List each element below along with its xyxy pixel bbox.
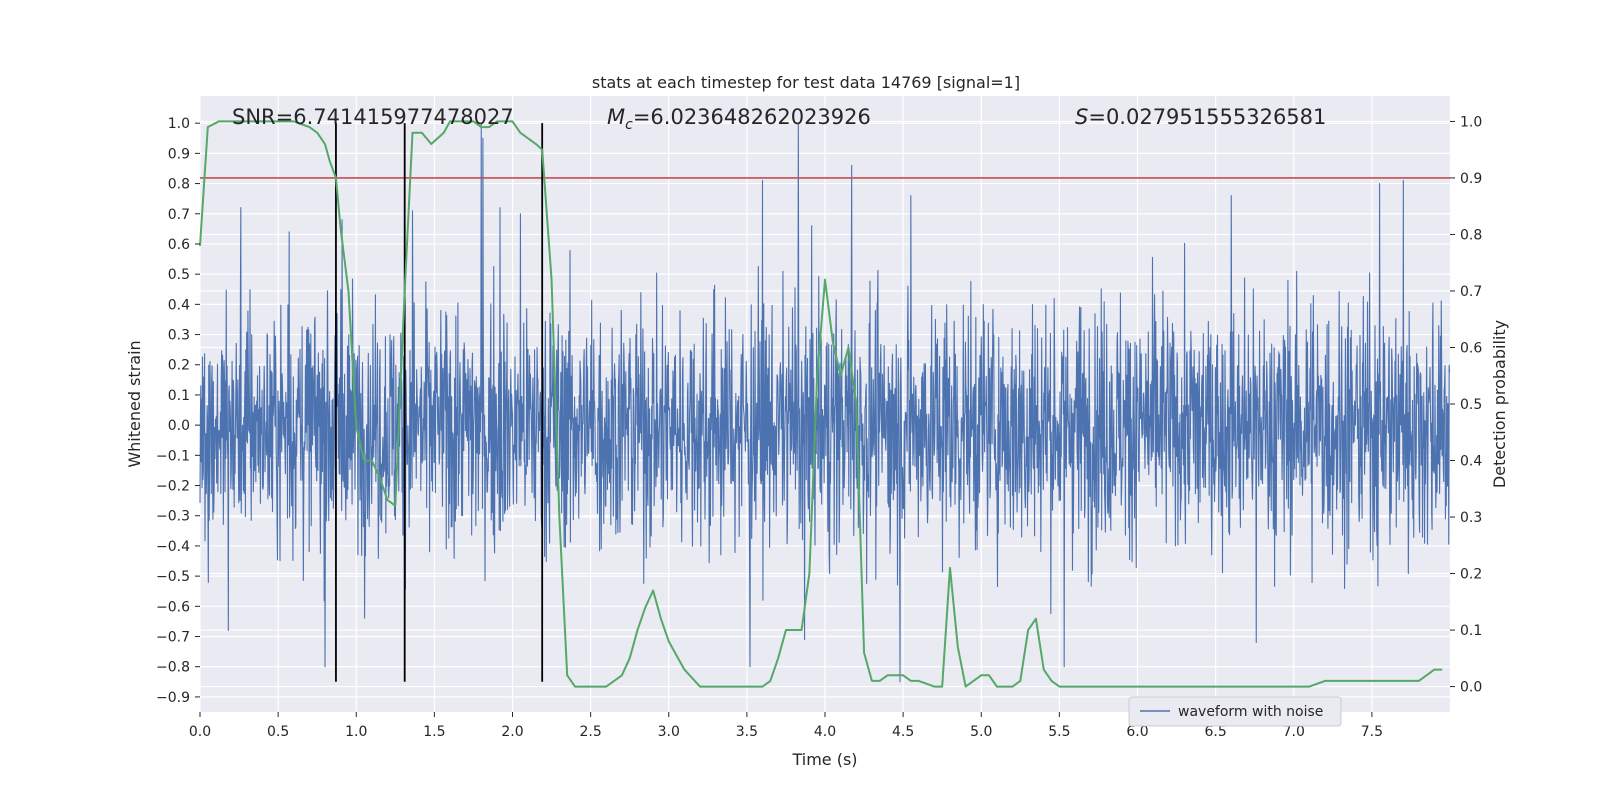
waveform-line [199, 122, 1451, 683]
y-tick-label: −0.6 [156, 599, 190, 615]
overlays [200, 123, 1450, 682]
x-tick-label: 4.5 [892, 724, 914, 740]
x-tick-label: 2.0 [501, 724, 523, 740]
x-tick-label: 3.0 [658, 724, 680, 740]
y2-tick-label: 0.8 [1460, 227, 1482, 243]
y-tick-label: −0.9 [156, 690, 190, 706]
x-tick-label: 1.0 [345, 724, 367, 740]
y-tick-label: 0.2 [168, 358, 190, 374]
x-ticks: 0.0 0.5 1.0 1.5 2.0 2.5 3.0 3.5 4.0 4.5 5.0 5.5 6.0 6… [189, 712, 1383, 740]
s-annotation: S=0.027951555326581 [1075, 105, 1326, 129]
x-tick-label: 6.0 [1126, 724, 1148, 740]
y-tick-label: 0.4 [168, 297, 190, 313]
y-tick-label: 0.8 [168, 177, 190, 193]
strain-series [199, 122, 1451, 683]
y2-tick-label: 0.5 [1460, 397, 1482, 413]
y-tick-label: 0.3 [168, 328, 190, 344]
x-tick-label: 6.5 [1204, 724, 1226, 740]
y2-tick-label: 0.4 [1460, 454, 1482, 470]
y-tick-label: −0.7 [156, 630, 190, 646]
y-tick-label: −0.1 [156, 448, 190, 464]
y-tick-label: −0.3 [156, 509, 190, 525]
y-ticks: 1.0 0.9 0.8 0.7 0.6 0.5 0.4 0.3 0.2 0.1 0.0 −0.1 −0.… [156, 116, 200, 706]
y2-tick-label: 1.0 [1460, 114, 1482, 130]
x-tick-label: 4.0 [814, 724, 836, 740]
snr-annotation: SNR=6.741415977478027 [232, 105, 514, 129]
y2-tick-label: 0.2 [1460, 567, 1482, 583]
legend-box [1128, 696, 1342, 727]
x-tick-label: 0.0 [189, 724, 211, 740]
s-value: =0.027951555326581 [1088, 105, 1326, 129]
chirp-mass-annotation: Mc=6.023648262023926 [607, 105, 871, 133]
y-tick-label: −0.8 [156, 660, 190, 676]
x-tick-label: 3.5 [736, 724, 758, 740]
y2-axis-label: Detection probability [1490, 320, 1509, 488]
y-tick-label: −0.2 [156, 479, 190, 495]
x-tick-label: 7.0 [1283, 724, 1305, 740]
y2-tick-label: 0.0 [1460, 680, 1482, 696]
probability-line [199, 120, 1443, 688]
chirp-mass-value: =6.023648262023926 [633, 105, 871, 129]
y2-tick-label: 0.1 [1460, 623, 1482, 639]
s-symbol: S [1075, 105, 1088, 129]
chirp-mass-subscript: c [625, 117, 633, 133]
x-tick-label: 2.5 [579, 724, 601, 740]
y-tick-label: 0.9 [168, 146, 190, 162]
y-tick-label: 0.0 [168, 418, 190, 434]
y2-tick-label: 0.9 [1460, 171, 1482, 187]
y-tick-label: 0.6 [168, 237, 190, 253]
y-tick-label: 0.5 [168, 267, 190, 283]
x-tick-label: 5.0 [970, 724, 992, 740]
chirp-mass-symbol: M [607, 105, 625, 129]
y-tick-label: 0.1 [168, 388, 190, 404]
legend-entry: waveform with noise [1178, 704, 1323, 720]
x-tick-label: 7.5 [1361, 724, 1383, 740]
y2-tick-label: 0.7 [1460, 284, 1482, 300]
y-tick-label: −0.4 [156, 539, 190, 555]
y2-ticks: 1.0 0.9 0.8 0.7 0.6 0.5 0.4 0.3 0.2 0.1 0.0 [1450, 114, 1482, 696]
y-axis-label: Whitened strain [125, 340, 144, 467]
y2-tick-label: 0.3 [1460, 510, 1482, 526]
x-tick-label: 5.5 [1048, 724, 1070, 740]
y2-tick-label: 0.6 [1460, 340, 1482, 356]
y-tick-label: 1.0 [168, 116, 190, 132]
y-tick-label: 0.7 [168, 207, 190, 223]
x-axis-label: Time (s) [791, 750, 857, 769]
x-tick-label: 0.5 [267, 724, 289, 740]
x-tick-label: 1.5 [423, 724, 445, 740]
probability-series [199, 120, 1443, 688]
y-tick-label: −0.5 [156, 569, 190, 585]
chart-title: stats at each timestep for test data 147… [592, 73, 1020, 92]
legend: waveform with noise [1128, 696, 1342, 727]
